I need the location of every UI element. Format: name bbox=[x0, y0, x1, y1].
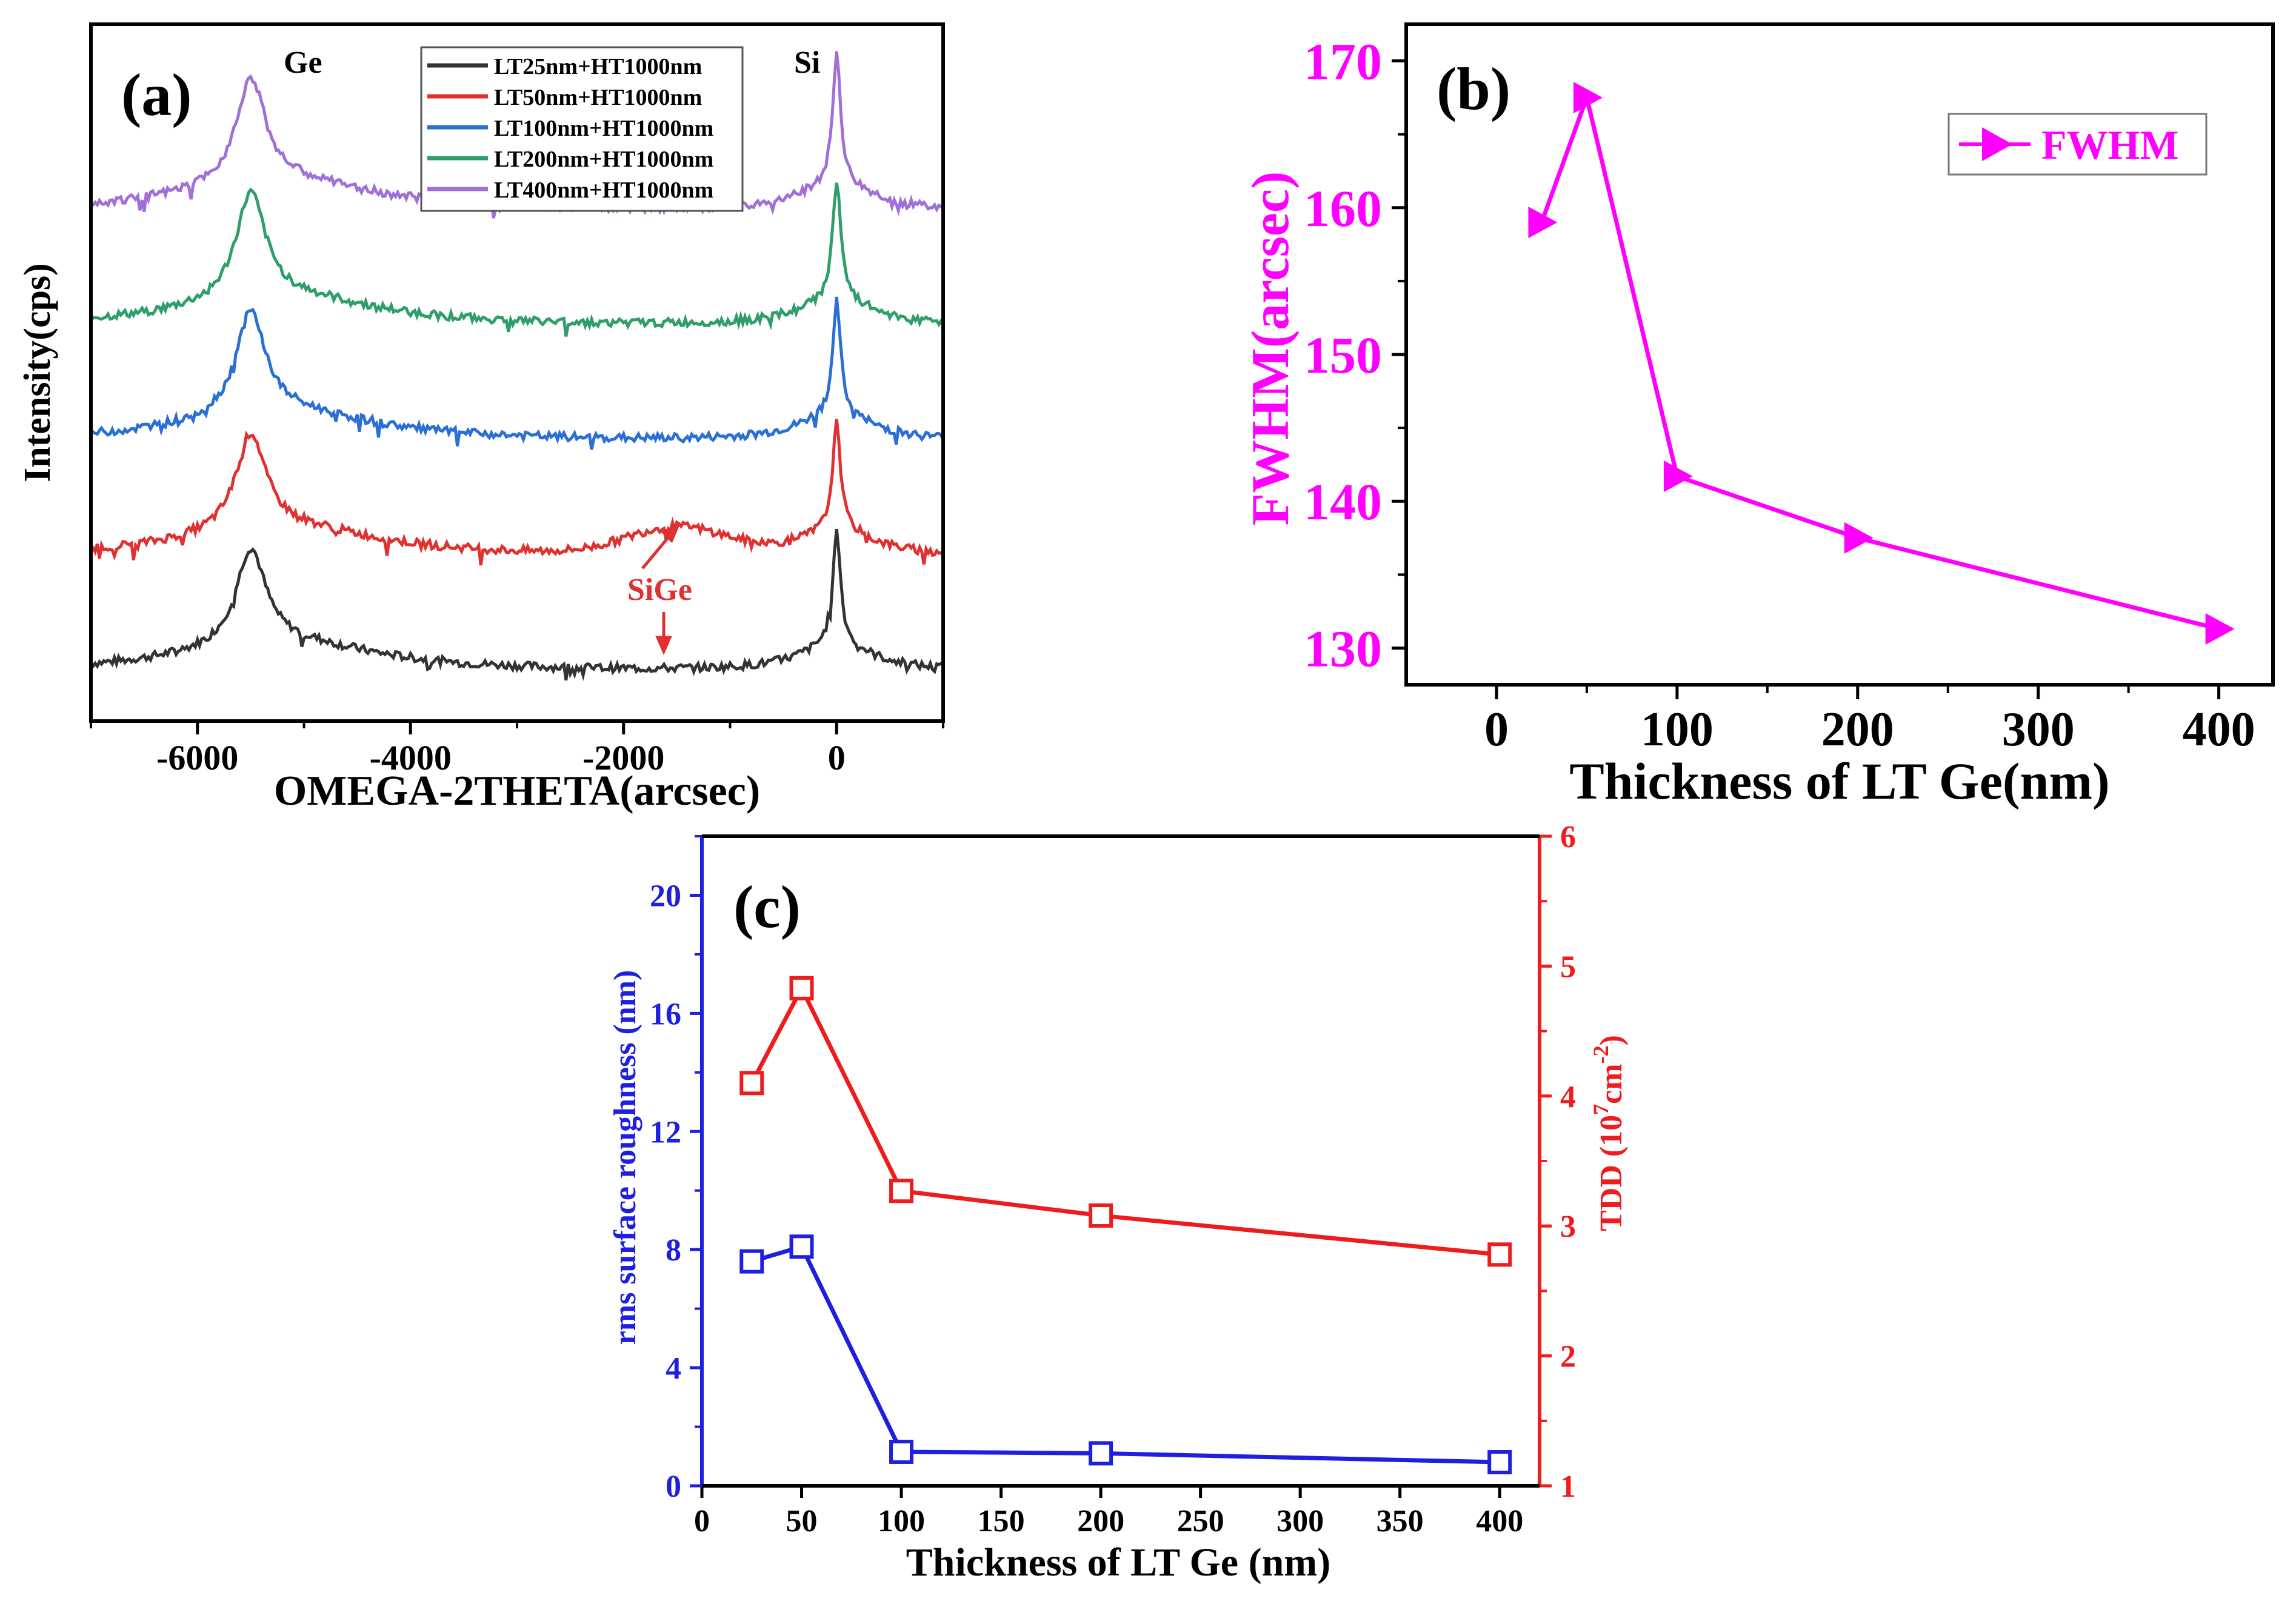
a-sige-arrows bbox=[641, 523, 681, 656]
c-tdd-point-5 bbox=[1487, 1242, 1512, 1267]
c-y-right-tick-label-3: 4 bbox=[1560, 1080, 1576, 1114]
c-x-tick-label-7: 350 bbox=[1377, 1504, 1424, 1539]
c-panel-label: (c) bbox=[733, 873, 801, 940]
a-legend-label-4: LT200nm+HT1000nm bbox=[494, 147, 713, 172]
c-y-left-tick-label-3: 12 bbox=[650, 1115, 681, 1150]
c-y-left-tick-label-1: 4 bbox=[666, 1351, 681, 1386]
b-y-tick-label-2: 150 bbox=[1304, 326, 1382, 384]
c-x-tick-label-5: 250 bbox=[1177, 1504, 1224, 1539]
a-x-tick-label-3: 0 bbox=[828, 738, 846, 777]
a-panel-label: (a) bbox=[121, 61, 192, 128]
c-y-right-tick-label-0: 1 bbox=[1560, 1469, 1576, 1504]
a-legend-label-3: LT100nm+HT1000nm bbox=[494, 116, 713, 141]
c-y-right-unit-sup: -2 bbox=[1589, 1045, 1613, 1063]
panel-b: 0 100 200 300 400 130 140 150 160 170 (b) FWHM T… bbox=[1241, 22, 2275, 810]
b-fwhm-point-1 bbox=[1528, 207, 1558, 238]
c-tdd-point-1 bbox=[739, 1071, 764, 1096]
b-y-tick-label-3: 160 bbox=[1304, 179, 1382, 238]
panel-a: -6000 -4000 -2000 0 (a) Ge Si SiGe LT25nm+H… bbox=[17, 22, 945, 814]
c-tdd-point-3 bbox=[889, 1179, 914, 1203]
a-x-tick-label-0: -6000 bbox=[156, 738, 238, 777]
c-y-right-base: TDD (10 bbox=[1594, 1115, 1629, 1231]
a-ge-peak-label: Ge bbox=[284, 45, 322, 80]
a-legend: LT25nm+HT1000nm LT50nm+HT1000nm LT100nm+HT… bbox=[420, 46, 744, 212]
c-y-left-tick-label-4: 16 bbox=[650, 997, 681, 1031]
c-x-tick-label-4: 200 bbox=[1077, 1504, 1124, 1539]
b-legend-marker bbox=[1982, 127, 2012, 161]
b-x-tick-label-3: 300 bbox=[2002, 703, 2075, 756]
c-y-right-unit: cm bbox=[1594, 1063, 1629, 1103]
a-y-axis-label: Intensity(cps) bbox=[17, 263, 58, 482]
b-legend: FWHM bbox=[1947, 113, 2208, 176]
c-y-right-close: ) bbox=[1594, 1035, 1629, 1045]
c-y-right-tick-label-4: 5 bbox=[1560, 950, 1576, 984]
b-y-ticks: 130 140 150 160 170 bbox=[1304, 33, 1406, 677]
c-y-right-sup: 7 bbox=[1589, 1104, 1613, 1115]
a-legend-label-5: LT400nm+HT1000nm bbox=[494, 178, 713, 203]
b-y-tick-label-4: 170 bbox=[1304, 33, 1382, 91]
b-series bbox=[1528, 82, 2235, 645]
b-x-axis-label: Thickness of LT Ge(nm) bbox=[1569, 752, 2109, 810]
c-x-tick-label-6: 300 bbox=[1276, 1504, 1324, 1539]
a-si-peak-label: Si bbox=[794, 45, 820, 80]
c-rms-point-4 bbox=[1089, 1441, 1113, 1466]
c-x-tick-label-0: 0 bbox=[694, 1504, 710, 1539]
c-y-right-tick-label-2: 3 bbox=[1560, 1209, 1576, 1244]
c-tdd-point-4 bbox=[1089, 1203, 1113, 1228]
c-x-tick-label-3: 150 bbox=[978, 1504, 1025, 1539]
c-tdd-point-2 bbox=[789, 976, 814, 1000]
a-x-axis-label: OMEGA-2THETA(arcsec) bbox=[274, 768, 760, 814]
a-sige-peak-label: SiGe bbox=[627, 573, 692, 607]
a-x-ticks: -6000 -4000 -2000 0 bbox=[90, 721, 944, 777]
b-fwhm-point-2 bbox=[1573, 82, 1603, 114]
b-x-tick-label-0: 0 bbox=[1484, 703, 1509, 756]
c-rms-point-5 bbox=[1487, 1450, 1512, 1475]
a-series-4-line bbox=[89, 182, 944, 337]
c-y-ticks-right: 1 2 3 4 5 6 bbox=[1540, 820, 1576, 1504]
c-y-right-tick-label-1: 2 bbox=[1560, 1340, 1576, 1374]
c-series bbox=[739, 976, 1512, 1475]
c-tdd-line bbox=[750, 983, 1500, 1257]
b-y-axis-label: FWHM(arcsec) bbox=[1241, 171, 1300, 526]
c-rms-point-1 bbox=[739, 1249, 764, 1274]
c-x-tick-label-1: 50 bbox=[786, 1504, 818, 1539]
a-series-3-line bbox=[89, 296, 945, 450]
b-x-tick-label-4: 400 bbox=[2183, 703, 2255, 756]
c-y-axis-label-left: rms surface roughness (nm) bbox=[608, 970, 642, 1345]
b-y-tick-label-1: 140 bbox=[1304, 473, 1382, 531]
c-rms-line bbox=[751, 1244, 1500, 1465]
c-y-axis-label-right: TDD (107cm-2) bbox=[1589, 1035, 1629, 1231]
b-panel-label: (b) bbox=[1437, 55, 1510, 122]
a-legend-label-2: LT50nm+HT1000nm bbox=[494, 85, 702, 110]
a-series-2-line bbox=[90, 419, 945, 566]
a-x-tick-label-2: -2000 bbox=[582, 738, 664, 777]
b-fwhm-point-3 bbox=[1663, 461, 1693, 493]
c-x-ticks: 0 50 100 150 200 250 300 350 400 bbox=[694, 1486, 1523, 1539]
a-series-1-line bbox=[89, 528, 944, 681]
c-y-ticks-left: 0 4 8 12 16 20 bbox=[650, 835, 702, 1504]
b-x-tick-label-1: 100 bbox=[1641, 703, 1714, 756]
c-y-left-tick-label-5: 20 bbox=[650, 879, 681, 913]
a-legend-label-1: LT25nm+HT1000nm bbox=[494, 54, 702, 79]
c-rms-point-3 bbox=[889, 1439, 914, 1464]
c-y-left-tick-label-2: 8 bbox=[666, 1233, 681, 1268]
b-legend-label: FWHM bbox=[2041, 122, 2179, 168]
b-fwhm-point-5 bbox=[2205, 613, 2235, 645]
b-fwhm-point-4 bbox=[1844, 522, 1874, 554]
c-y-right-tick-label-5: 6 bbox=[1560, 820, 1576, 854]
b-x-ticks: 0 100 200 300 400 bbox=[1484, 685, 2255, 756]
c-rms-point-2 bbox=[789, 1234, 814, 1259]
b-fwhm-line bbox=[1540, 90, 2220, 631]
c-x-tick-label-8: 400 bbox=[1476, 1504, 1523, 1539]
a-x-tick-label-1: -4000 bbox=[370, 738, 452, 777]
c-y-left-tick-label-0: 0 bbox=[666, 1469, 681, 1504]
b-x-tick-label-2: 200 bbox=[1821, 703, 1894, 756]
c-x-tick-label-2: 100 bbox=[878, 1504, 925, 1539]
c-x-axis-label: Thickness of LT Ge (nm) bbox=[906, 1540, 1330, 1585]
b-y-tick-label-0: 130 bbox=[1304, 619, 1382, 677]
